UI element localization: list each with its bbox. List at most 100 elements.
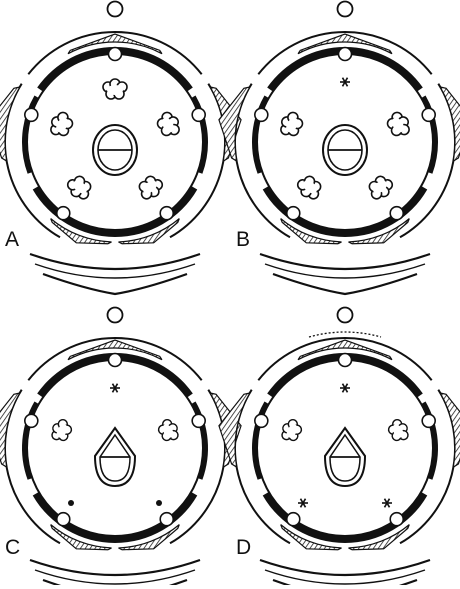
stamen-cluster-upper-right xyxy=(156,111,180,137)
ring-nub xyxy=(191,107,206,123)
floral-diagram-a xyxy=(0,0,242,296)
staminode-star-1 xyxy=(340,383,350,393)
ring-nub xyxy=(254,413,269,429)
staminode-star-1 xyxy=(110,383,120,393)
outer-perianth-arc xyxy=(257,31,433,75)
petal-band-bottom xyxy=(32,492,198,543)
sepal-left xyxy=(218,392,251,469)
stamen-cluster-lower-left xyxy=(66,175,92,200)
sepal-bottom-left xyxy=(50,524,112,551)
stamen-cluster-upper-left xyxy=(280,111,304,137)
staminode-star-2 xyxy=(298,498,308,508)
stamen-core xyxy=(162,424,174,438)
bract-circle xyxy=(336,0,354,18)
ovary-inner xyxy=(99,433,131,482)
stamen-cluster-upper-left xyxy=(50,111,74,137)
panel-label-d: D xyxy=(236,536,252,559)
sepal-bottom-right xyxy=(118,524,180,551)
outer-perianth-arc xyxy=(27,31,203,75)
lower-arc-1 xyxy=(259,252,431,271)
staminode-star-1 xyxy=(340,77,350,87)
star-stroke xyxy=(341,383,349,393)
star-stroke xyxy=(299,498,307,508)
stamen-core xyxy=(56,117,68,133)
ring-nub xyxy=(254,107,269,123)
lower-arc-2 xyxy=(264,263,426,279)
stamen-core xyxy=(373,180,387,194)
panel-label-c: C xyxy=(5,536,21,559)
bract-circle xyxy=(106,0,124,18)
ring-nub xyxy=(421,413,436,429)
stamen-core xyxy=(73,180,87,194)
ring-nub xyxy=(337,46,353,62)
stamen-cluster-lower-left xyxy=(296,175,322,200)
lower-arc-2 xyxy=(34,263,196,279)
ring-nub xyxy=(107,352,123,368)
rudiment-dot-1 xyxy=(68,500,74,506)
star-stroke xyxy=(383,498,391,508)
sepal-top xyxy=(297,33,393,55)
sepal-bottom-left xyxy=(280,218,342,245)
rudiment-dot-2 xyxy=(156,500,162,506)
star-stroke xyxy=(341,77,349,87)
ring-nub xyxy=(107,46,123,62)
ring-nub xyxy=(421,107,436,123)
panel-label-a: A xyxy=(5,228,20,251)
stamen-cluster-upper-left xyxy=(51,418,73,442)
ring-nub xyxy=(55,205,71,221)
star-stroke xyxy=(111,383,119,393)
sepal-bottom-right xyxy=(348,218,410,245)
ring-nub xyxy=(389,511,405,527)
ring-nub xyxy=(191,413,206,429)
ring-nub xyxy=(159,511,175,527)
panel-label-b: B xyxy=(236,228,251,251)
bract-circle xyxy=(336,306,354,324)
stamen-cluster-upper-left xyxy=(281,418,303,442)
lower-chevron xyxy=(272,272,418,296)
ring-nub xyxy=(389,205,405,221)
ring-nub xyxy=(285,205,301,221)
stamen-core xyxy=(286,117,298,133)
bract-dotted-arc xyxy=(308,331,382,338)
outer-perianth-arc xyxy=(257,337,433,381)
stamen-core xyxy=(392,424,404,438)
lower-arc-2 xyxy=(264,569,426,585)
stamen-cluster-upper-right xyxy=(387,418,409,442)
sepal-right xyxy=(439,392,460,469)
sepal-left xyxy=(0,86,21,163)
ring-nub xyxy=(159,205,175,221)
sepal-top xyxy=(67,33,163,55)
lower-chevron xyxy=(42,272,188,296)
petal-band-top xyxy=(267,352,423,398)
petal-band-top xyxy=(37,47,193,92)
petal-band-bottom xyxy=(262,186,428,237)
outer-perianth-arc xyxy=(27,337,203,381)
stamen-core xyxy=(392,117,404,133)
lower-arc-1 xyxy=(259,558,431,577)
ovary-inner xyxy=(329,433,361,482)
petal-band-bottom xyxy=(262,492,428,543)
ring-nub xyxy=(55,511,71,527)
petal-band-bottom xyxy=(32,186,198,238)
stamen-core xyxy=(143,180,157,194)
ring-nub xyxy=(337,352,353,368)
lower-arc-1 xyxy=(29,252,201,271)
ring-nub xyxy=(24,413,39,429)
stamen-cluster-lower-right xyxy=(138,175,164,200)
floral-diagram-d xyxy=(218,306,460,589)
sepal-right xyxy=(439,86,460,163)
floral-diagram-b xyxy=(218,0,460,296)
petal-band-top xyxy=(267,46,423,92)
petal-band-top xyxy=(37,353,193,398)
stamen-cluster-upper-right xyxy=(386,111,410,137)
stamen-cluster-lower-right xyxy=(368,175,394,200)
sepal-bottom-right xyxy=(348,524,410,551)
stamen-core xyxy=(286,424,298,438)
lower-arc-2 xyxy=(34,569,196,585)
lower-arc-1 xyxy=(29,558,201,577)
sepal-bottom-right xyxy=(118,218,180,245)
staminode-star-3 xyxy=(382,498,392,508)
stamen-cluster-top xyxy=(102,78,128,100)
